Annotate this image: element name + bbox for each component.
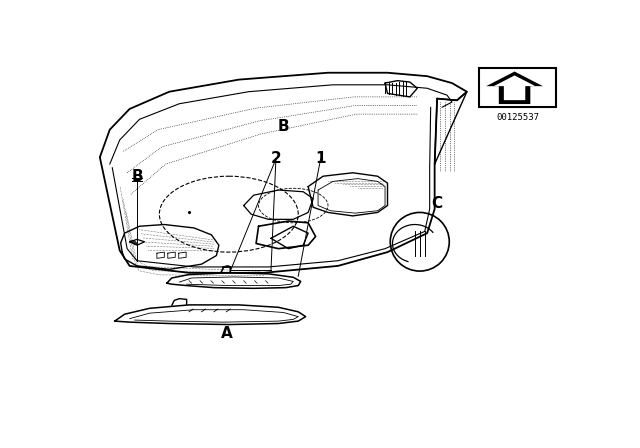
Text: 2: 2 — [271, 151, 282, 167]
Text: B: B — [131, 169, 143, 184]
Bar — [479, 68, 556, 107]
Text: C: C — [431, 196, 443, 211]
Text: 1: 1 — [316, 151, 326, 167]
Text: 00125537: 00125537 — [496, 113, 540, 122]
Polygon shape — [486, 72, 543, 104]
Text: A: A — [220, 326, 232, 340]
Text: B: B — [278, 119, 289, 134]
Polygon shape — [494, 75, 536, 100]
